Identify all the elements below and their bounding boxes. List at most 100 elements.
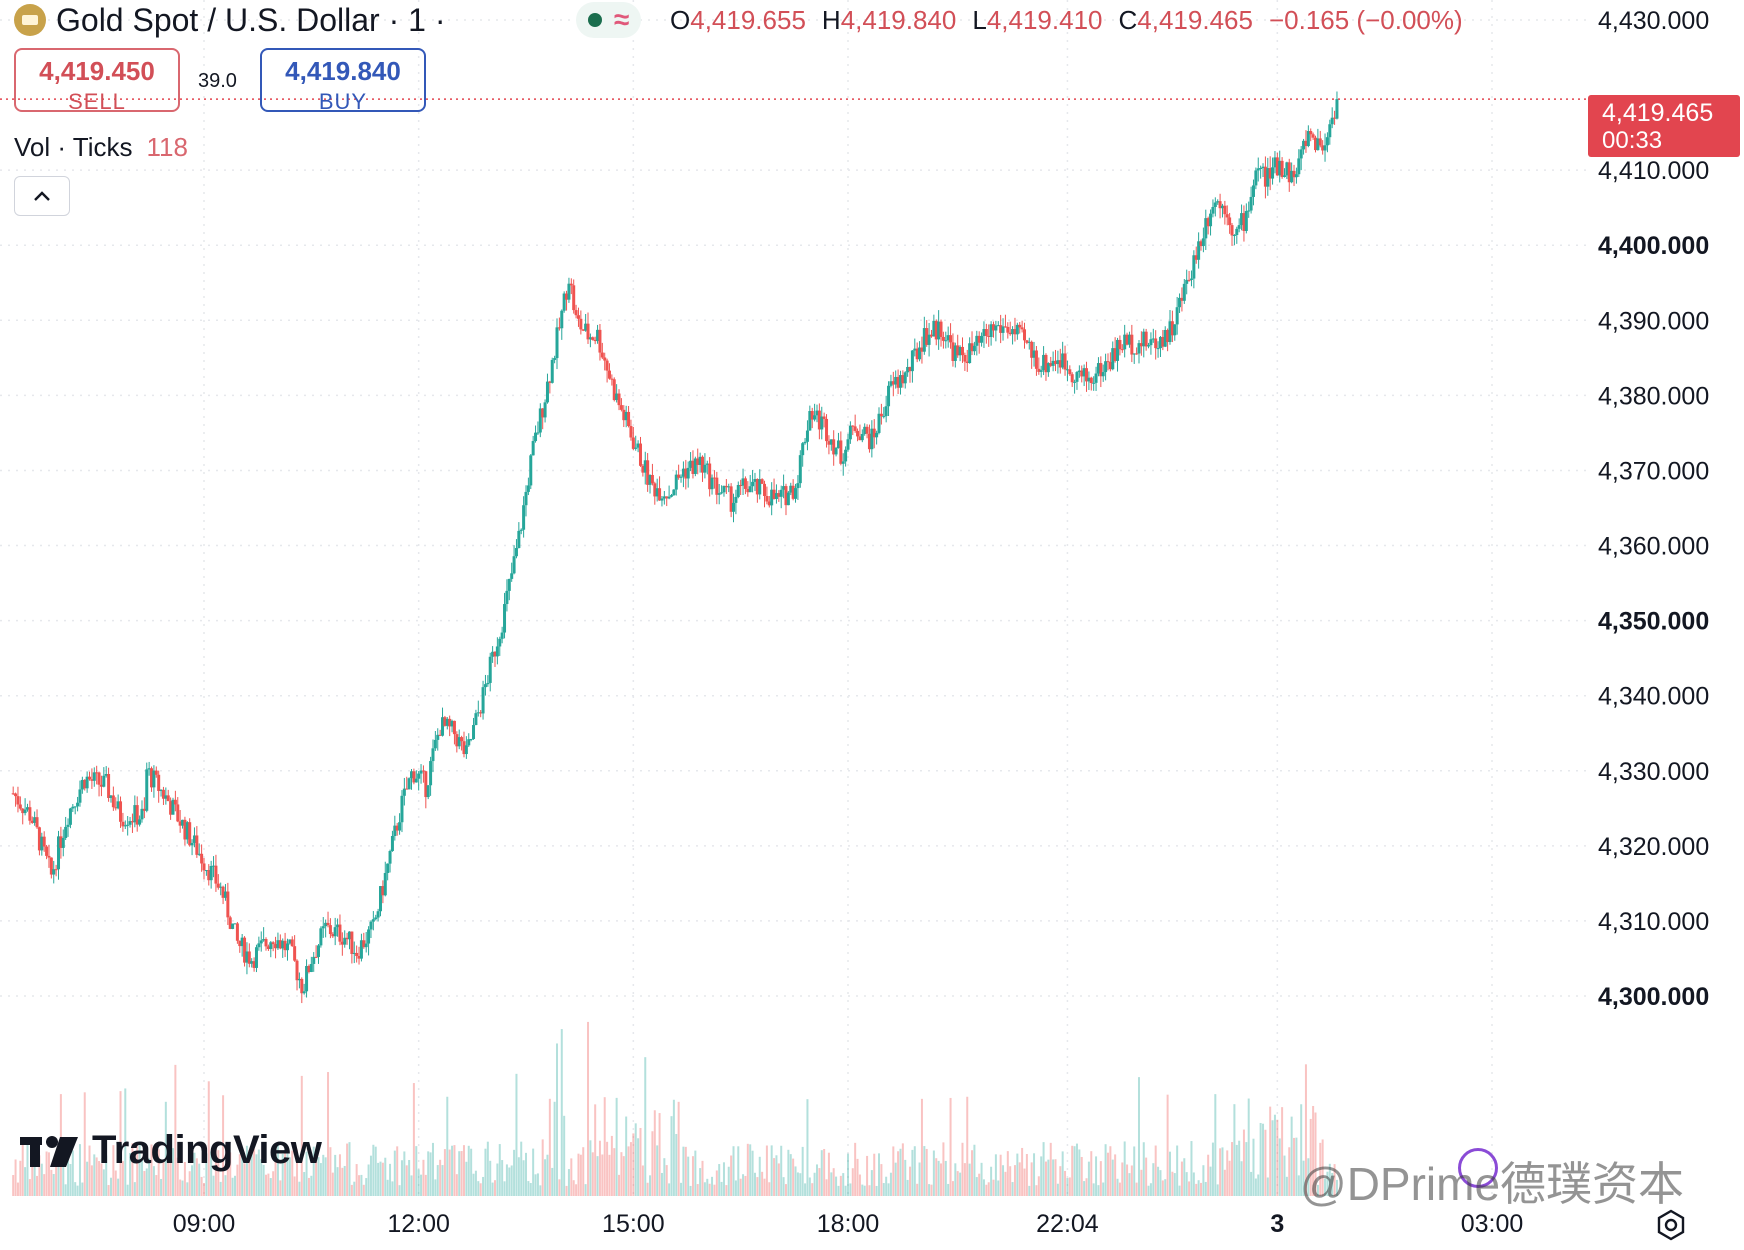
volume-bar [811, 1183, 814, 1196]
candle-body [848, 425, 852, 440]
status-pill[interactable]: ≈ [576, 2, 642, 38]
volume-bar [1164, 1179, 1167, 1196]
candle-body [1323, 145, 1327, 151]
volume-bar [1109, 1146, 1112, 1196]
candle-body [324, 922, 328, 927]
settings-icon[interactable] [1654, 1208, 1688, 1242]
candle-body [963, 355, 967, 362]
volume-bar [1281, 1107, 1284, 1196]
candle-body [68, 808, 72, 825]
volume-bar [360, 1174, 363, 1196]
volume-bar [489, 1160, 492, 1196]
volume-bar [567, 1169, 570, 1196]
volume-bar [625, 1116, 628, 1196]
candle-body [464, 745, 468, 755]
candle-body [452, 720, 456, 735]
symbol-legend[interactable]: Gold Spot / U.S. Dollar · 1 · [14, 0, 445, 40]
candle-body [1106, 361, 1110, 363]
volume-bar [69, 1164, 72, 1196]
volume-bar [479, 1183, 482, 1196]
candle-body [190, 842, 194, 846]
candle-body [1056, 360, 1060, 365]
volume-bar [837, 1185, 840, 1196]
buy-price: 4,419.840 [285, 56, 401, 86]
buy-button[interactable]: 4,419.840 BUY [260, 48, 426, 114]
volume-bar [1321, 1139, 1324, 1196]
volume-bar [584, 1184, 587, 1196]
volume-bar [651, 1131, 654, 1196]
volume-bar [16, 1182, 19, 1196]
candle-body [1211, 206, 1215, 214]
candle-body [1173, 324, 1177, 336]
candle-body [841, 461, 845, 464]
volume-bar [1085, 1178, 1088, 1196]
volume-bar [267, 1173, 270, 1196]
candle-body [231, 923, 235, 929]
volume-bar [1250, 1171, 1253, 1196]
volume-bar [918, 1162, 921, 1196]
candle-body [882, 416, 886, 418]
volume-bar [959, 1172, 962, 1196]
collapse-button[interactable] [14, 176, 70, 216]
candle-body [481, 687, 485, 714]
volume-bar [374, 1146, 377, 1196]
candle-body [405, 788, 409, 790]
volume-bar [1083, 1181, 1086, 1196]
candle-body [1042, 354, 1046, 371]
candle-body [896, 376, 900, 388]
volume-bar [1133, 1146, 1136, 1196]
volume-bar [610, 1135, 613, 1196]
volume-legend[interactable]: Vol · Ticks 118 [14, 132, 188, 163]
candle-body [340, 941, 344, 945]
candle-body [319, 928, 323, 946]
volume-bar [179, 1179, 182, 1196]
candle-body [123, 825, 127, 827]
candle-body [1170, 321, 1174, 336]
candle-body [951, 342, 955, 361]
volume-bar [978, 1173, 981, 1196]
tradingview-logo[interactable]: TradingView [20, 1128, 322, 1173]
volume-bar [880, 1164, 883, 1196]
candle-body [980, 336, 984, 343]
candle-body [984, 329, 988, 336]
candle-body [195, 835, 199, 855]
candle-body [910, 350, 914, 372]
low-label: L [972, 4, 987, 35]
volume-bar [1252, 1138, 1255, 1196]
candle-body [746, 488, 750, 493]
volume-bar [107, 1185, 110, 1196]
volume-bar [1247, 1098, 1250, 1196]
volume-bar [47, 1152, 50, 1196]
volume-bar [1040, 1156, 1043, 1196]
candle-body [1189, 278, 1193, 280]
volume-bar [460, 1151, 463, 1196]
volume-bar [1266, 1177, 1269, 1196]
volume-bar [737, 1146, 740, 1196]
volume-bar [198, 1163, 201, 1196]
candle-body [782, 486, 786, 490]
candle-body [1044, 354, 1048, 373]
volume-bar [1075, 1143, 1078, 1196]
volume-bar [594, 1104, 597, 1196]
volume-bar [827, 1152, 830, 1196]
volume-bar [522, 1160, 525, 1196]
candle-body [658, 488, 662, 501]
candle-body [1249, 196, 1253, 211]
volume-bar [1114, 1154, 1117, 1196]
candle-body [233, 923, 237, 925]
candle-body [503, 604, 507, 633]
candle-body [429, 761, 433, 786]
sell-button[interactable]: 4,419.450 SELL [14, 48, 180, 114]
volume-bar [691, 1156, 694, 1196]
volume-bar [298, 1181, 301, 1196]
volume-bar [293, 1176, 296, 1196]
volume-bar [203, 1182, 205, 1196]
volume-bar [288, 1157, 291, 1196]
volume-bar [1173, 1173, 1176, 1196]
volume-bar [765, 1145, 768, 1196]
volume-bar [980, 1162, 983, 1196]
candle-body [309, 963, 313, 973]
candle-body [1187, 279, 1191, 281]
volume-bar [231, 1177, 234, 1196]
